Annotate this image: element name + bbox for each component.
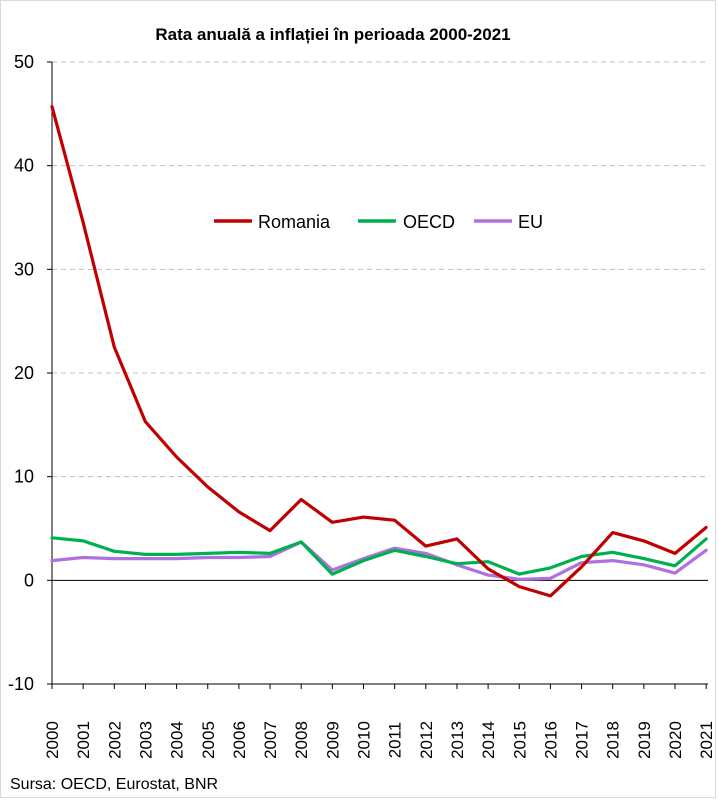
x-tick-label: 2010 <box>355 721 374 759</box>
legend-label-eu: EU <box>518 212 543 232</box>
source-note: Sursa: OECD, Eurostat, BNR <box>10 776 219 793</box>
legend-label-romania: Romania <box>258 212 331 232</box>
y-tick-label: 30 <box>14 259 34 279</box>
x-tick-label: 2020 <box>666 721 685 759</box>
x-tick-label: 2003 <box>136 721 155 759</box>
x-tick-label: 2016 <box>541 721 560 759</box>
x-tick-label: 2017 <box>573 721 592 759</box>
y-tick-label: -10 <box>8 674 34 694</box>
x-tick-label: 2014 <box>479 721 498 759</box>
x-tick-label: 2012 <box>417 721 436 759</box>
y-axis-ticks: -10 0 10 20 30 40 50 <box>8 52 34 694</box>
x-tick-label: 2011 <box>386 722 405 759</box>
series-line-oecd <box>50 536 708 576</box>
x-tick-label: 2002 <box>105 721 124 759</box>
x-tick-label: 2001 <box>74 721 93 759</box>
grid-lines <box>52 61 708 478</box>
series-lines <box>50 104 708 598</box>
x-tick-label: 2007 <box>261 721 280 759</box>
x-tick-label: 2009 <box>323 721 342 759</box>
y-tick-label: 40 <box>14 156 34 176</box>
x-tick-label: 2008 <box>292 721 311 759</box>
y-tick-label: 10 <box>14 467 34 487</box>
series-line-romania <box>50 104 708 598</box>
x-tick-label: 2006 <box>230 721 249 759</box>
x-tick-label: 2019 <box>635 721 654 759</box>
series-line-eu <box>50 540 708 581</box>
x-tick-label: 2000 <box>43 721 62 759</box>
x-tick-label: 2015 <box>510 721 529 759</box>
x-tick-label: 2005 <box>199 721 218 759</box>
y-tick-label: 20 <box>14 363 34 383</box>
legend: Romania OECD EU <box>214 212 543 232</box>
x-tick-label: 2013 <box>448 721 467 759</box>
y-tick-label: 50 <box>14 52 34 72</box>
x-axis-ticks: 2000 2001 2002 2003 2004 2005 2006 2007 2008 2009… <box>43 684 716 759</box>
chart-title: Rata anuală a inflației în perioada 2000… <box>155 25 510 44</box>
x-tick-label: 2021 <box>697 721 716 759</box>
y-tick-label: 0 <box>24 570 34 590</box>
axes <box>47 61 708 685</box>
x-tick-label: 2004 <box>168 721 187 759</box>
x-tick-label: 2018 <box>604 721 623 759</box>
legend-label-oecd: OECD <box>403 212 455 232</box>
